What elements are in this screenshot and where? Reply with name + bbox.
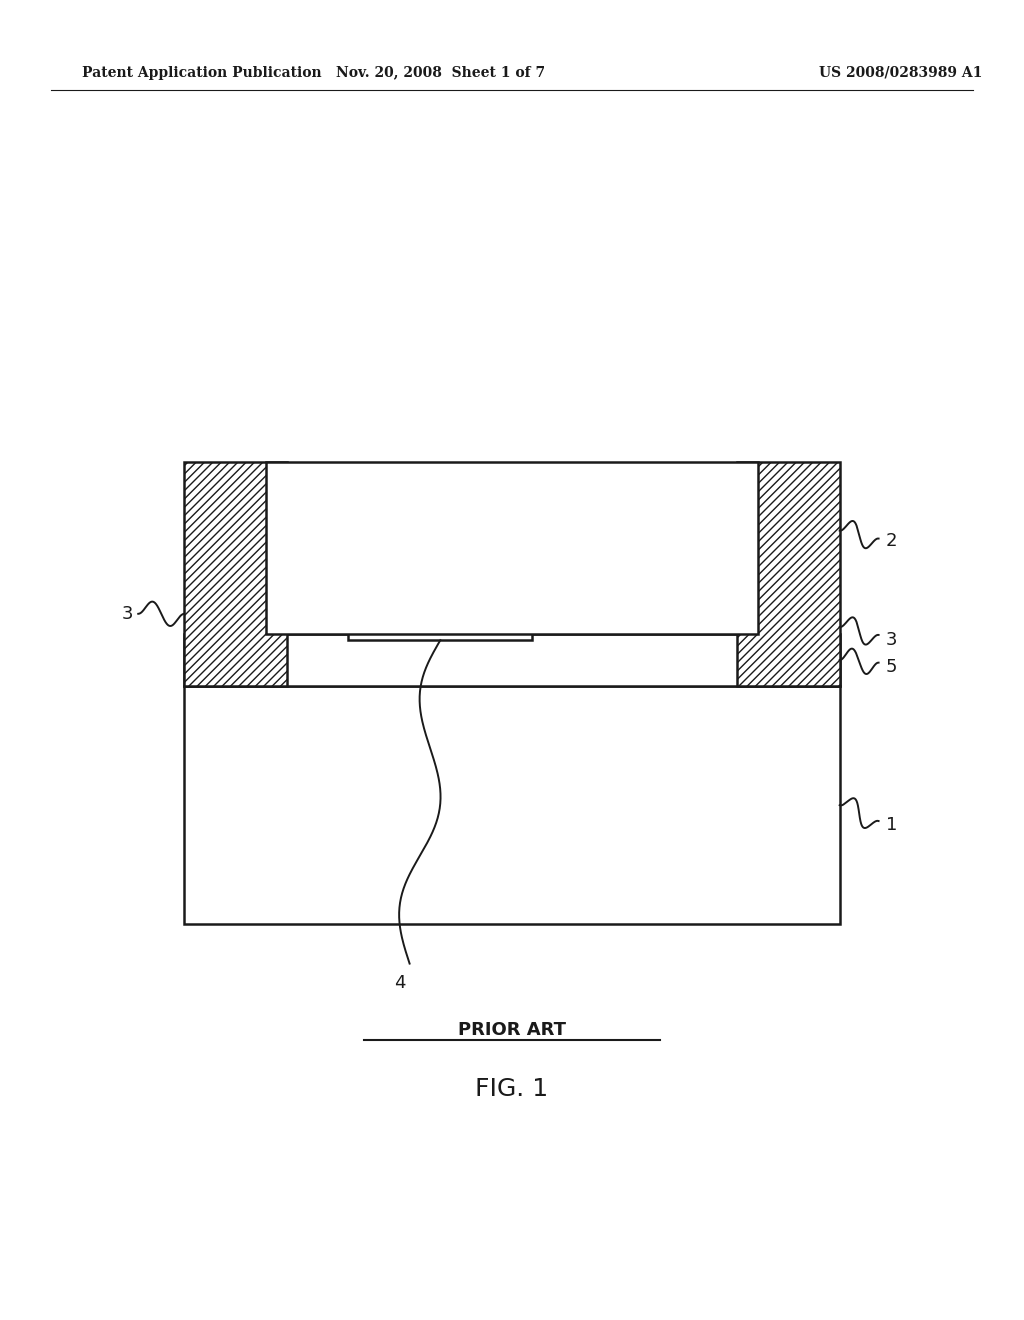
Text: 3: 3 [122,605,133,623]
Text: Patent Application Publication: Patent Application Publication [82,66,322,79]
Bar [184,634,840,686]
Bar [266,462,758,634]
Bar [348,581,532,640]
Bar [737,462,840,686]
Text: 5: 5 [886,657,897,676]
Text: Nov. 20, 2008  Sheet 1 of 7: Nov. 20, 2008 Sheet 1 of 7 [336,66,545,79]
Text: FIG. 1: FIG. 1 [475,1077,549,1101]
Text: 3: 3 [886,631,897,649]
Text: PRIOR ART: PRIOR ART [458,1020,566,1039]
Bar [184,462,287,686]
Text: 2: 2 [886,532,897,550]
Bar [184,686,840,924]
Text: 4: 4 [393,974,406,993]
Text: US 2008/0283989 A1: US 2008/0283989 A1 [819,66,983,79]
Text: 1: 1 [886,816,897,834]
